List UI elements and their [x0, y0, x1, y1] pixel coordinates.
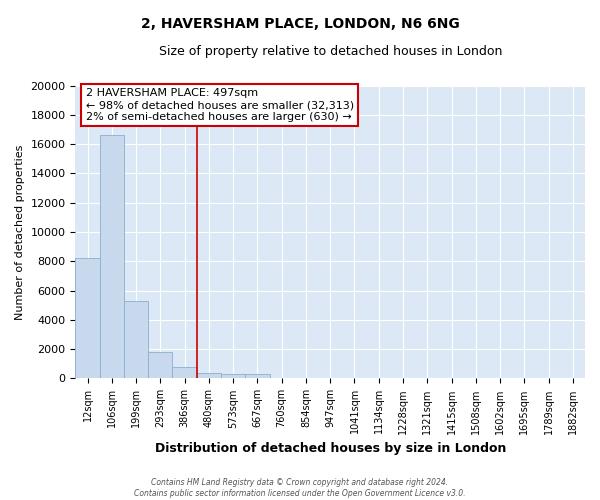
- Bar: [245, 374, 269, 378]
- Bar: [221, 374, 245, 378]
- Text: Contains HM Land Registry data © Crown copyright and database right 2024.
Contai: Contains HM Land Registry data © Crown c…: [134, 478, 466, 498]
- Bar: [76, 258, 100, 378]
- Bar: [197, 374, 221, 378]
- Bar: [124, 301, 148, 378]
- Bar: [100, 136, 124, 378]
- Bar: [148, 352, 172, 378]
- X-axis label: Distribution of detached houses by size in London: Distribution of detached houses by size …: [155, 442, 506, 455]
- Text: 2 HAVERSHAM PLACE: 497sqm
← 98% of detached houses are smaller (32,313)
2% of se: 2 HAVERSHAM PLACE: 497sqm ← 98% of detac…: [86, 88, 354, 122]
- Title: Size of property relative to detached houses in London: Size of property relative to detached ho…: [158, 45, 502, 58]
- Text: 2, HAVERSHAM PLACE, LONDON, N6 6NG: 2, HAVERSHAM PLACE, LONDON, N6 6NG: [140, 18, 460, 32]
- Y-axis label: Number of detached properties: Number of detached properties: [15, 144, 25, 320]
- Bar: [172, 366, 197, 378]
